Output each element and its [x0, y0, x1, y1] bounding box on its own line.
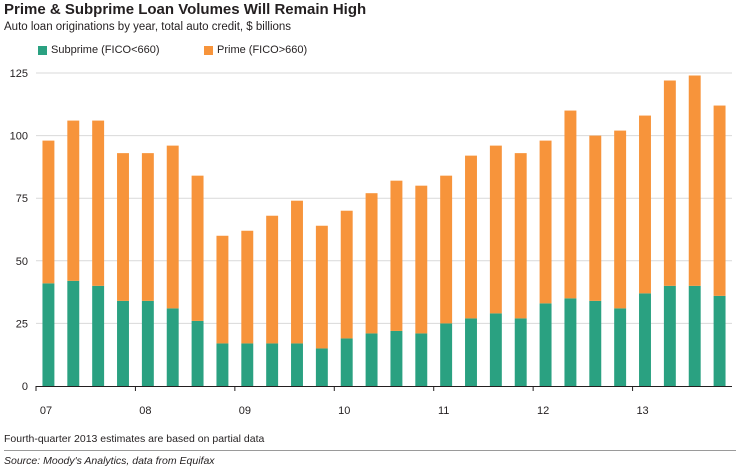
bar-prime — [266, 215, 279, 344]
x-tick-label: 09 — [239, 405, 251, 417]
bar-prime — [141, 153, 154, 301]
bar-subprime — [440, 323, 453, 386]
bar-subprime — [639, 293, 651, 386]
bar-subprime — [141, 300, 154, 386]
bar-prime — [365, 193, 378, 334]
bar-subprime — [365, 333, 378, 386]
bar-prime — [564, 110, 577, 299]
bar-subprime — [514, 318, 527, 386]
x-tick-label: 13 — [636, 405, 648, 417]
bar-prime — [191, 175, 204, 321]
bar-subprime — [539, 303, 552, 386]
bar-prime — [390, 180, 403, 331]
bar-prime — [291, 200, 303, 344]
bar-prime — [67, 120, 80, 281]
y-tick-label: 75 — [16, 193, 28, 205]
bar-subprime — [166, 308, 179, 386]
bar-subprime — [713, 295, 726, 386]
bar-chart: 0 25 50 75 100 125 07 08 09 10 11 12 13 — [10, 68, 732, 417]
bar-prime — [489, 145, 502, 314]
bar-prime — [42, 140, 55, 284]
bar-prime — [340, 210, 353, 339]
bar-prime — [117, 153, 129, 301]
x-tick-label: 10 — [338, 405, 350, 417]
bar-subprime — [390, 330, 403, 386]
legend-label-prime: Prime (FICO>660) — [217, 44, 308, 56]
bar-prime — [539, 140, 552, 304]
bar-prime — [440, 175, 453, 324]
bar-subprime — [291, 343, 303, 386]
bar-subprime — [42, 283, 55, 386]
bar-subprime — [589, 300, 602, 386]
bar-subprime — [315, 348, 328, 386]
source-note: Source: Moody's Analytics, data from Equ… — [4, 455, 215, 467]
x-tick-label: 08 — [139, 405, 151, 417]
y-tick-label: 25 — [16, 318, 28, 330]
x-tick-label: 12 — [537, 405, 549, 417]
legend-swatch-prime — [204, 45, 213, 55]
footnote: Fourth-quarter 2013 estimates are based … — [4, 433, 265, 445]
bar-subprime — [614, 308, 627, 386]
bar-subprime — [415, 333, 428, 386]
bar-subprime — [489, 313, 502, 386]
bar-prime — [514, 153, 527, 319]
bar-prime — [589, 135, 602, 301]
bar-subprime — [67, 280, 80, 386]
bar-subprime — [564, 298, 577, 386]
bar-subprime — [216, 343, 229, 386]
bar-prime — [639, 115, 651, 294]
bar-subprime — [688, 285, 701, 386]
bar-prime — [614, 130, 627, 309]
bar-subprime — [465, 318, 477, 386]
bar-prime — [92, 120, 105, 286]
legend-item-subprime: Subprime (FICO<660) — [38, 44, 160, 56]
legend-item-prime: Prime (FICO>660) — [204, 44, 307, 56]
bar-prime — [688, 75, 701, 286]
bar-prime — [663, 80, 676, 286]
chart-title: Prime & Subprime Loan Volumes Will Remai… — [4, 1, 367, 18]
bar-subprime — [663, 285, 676, 386]
bar-subprime — [340, 338, 353, 386]
bar-subprime — [117, 300, 129, 386]
bar-prime — [241, 230, 254, 344]
y-tick-label: 50 — [16, 256, 28, 268]
legend-label-subprime: Subprime (FICO<660) — [51, 44, 160, 56]
bar-subprime — [92, 285, 105, 386]
y-tick-label: 100 — [10, 131, 28, 143]
y-tick-label: 0 — [22, 381, 28, 393]
x-tick-label: 11 — [438, 405, 449, 417]
bar-prime — [465, 155, 477, 319]
legend-swatch-subprime — [38, 45, 47, 55]
bar-prime — [166, 145, 179, 309]
bar-subprime — [241, 343, 254, 386]
y-tick-label: 125 — [10, 68, 28, 80]
divider — [4, 450, 736, 451]
chart-subtitle: Auto loan originations by year, total au… — [4, 21, 292, 33]
bar-subprime — [266, 343, 279, 386]
bar-prime — [315, 225, 328, 349]
bar-prime — [415, 185, 428, 334]
bar-subprime — [191, 320, 204, 386]
bar-prime — [216, 235, 229, 344]
x-tick-label: 07 — [40, 405, 52, 417]
bar-prime — [713, 105, 726, 296]
